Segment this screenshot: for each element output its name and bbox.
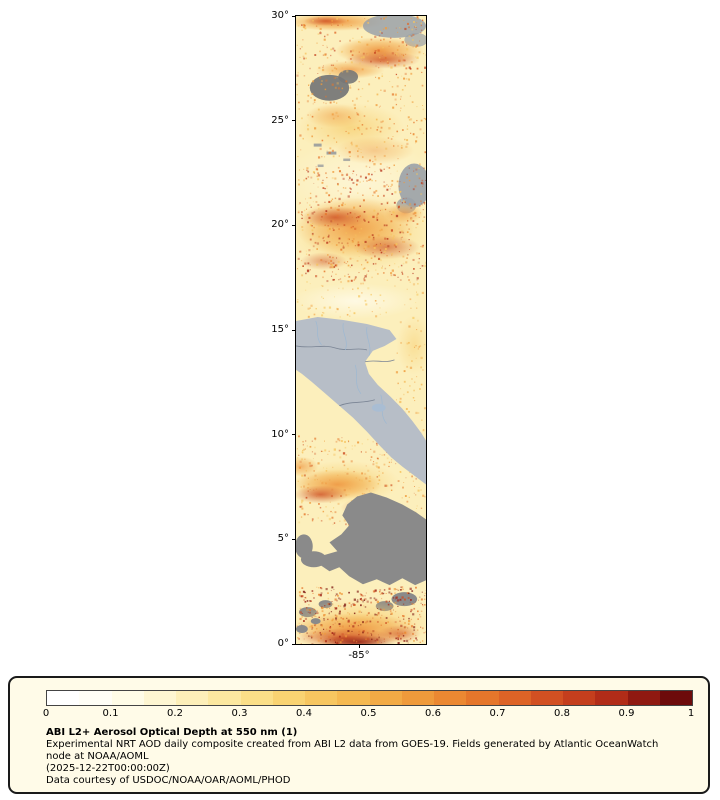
legend-box: 0 0.1 0.2 0.3 0.4 0.5 0.6 0.7 0.8 0.9 1 ABI L2+ Ae… [8, 676, 710, 794]
colorbar-segment [659, 691, 692, 705]
aod-map-image [296, 16, 426, 644]
colorbar-tick-label: 0.9 [618, 708, 635, 719]
y-axis-tick-label: 20° [271, 219, 289, 231]
colorbar-ticks: 0 0.1 0.2 0.3 0.4 0.5 0.6 0.7 0.8 0.9 1 [42, 708, 695, 720]
x-axis-tick-label: -85° [348, 650, 370, 661]
colorbar-segment [563, 691, 596, 705]
y-axis-tick-label: 0° [277, 638, 289, 649]
y-axis-tick-label: 25° [271, 114, 289, 126]
y-axis-tick-label: 30° [271, 10, 289, 21]
colorbar-segment [434, 691, 467, 705]
colorbar-segment [337, 691, 370, 705]
y-axis-tick-label: 15° [271, 324, 289, 335]
colorbar-segment [369, 691, 402, 705]
colorbar-segment [401, 691, 434, 705]
colorbar [46, 690, 693, 706]
colorbar-tick-label: 0.7 [489, 708, 506, 719]
colorbar-tick-label: 0.3 [231, 708, 248, 719]
colorbar-tick-label: 0 [42, 708, 50, 719]
colorbar-segment [595, 691, 628, 705]
colorbar-tick-label: 0.5 [360, 708, 377, 719]
colorbar-segment [272, 691, 305, 705]
y-axis-tick-label: 10° [271, 428, 289, 440]
colorbar-tick-label: 0.6 [425, 708, 441, 719]
colorbar-segment [530, 691, 563, 705]
colorbar-segment [47, 691, 80, 705]
legend-courtesy: Data courtesy of USDOC/NOAA/OAR/AOML/PHO… [46, 775, 291, 786]
colorbar-segment [466, 691, 499, 705]
legend-timestamp: (2025-12-22T00:00:00Z) [46, 763, 170, 774]
colorbar-segment [627, 691, 660, 705]
legend-title: ABI L2+ Aerosol Optical Depth at 550 nm … [46, 727, 298, 738]
map-plot: 30° 25° 20° 15° 10° 5° 0° -85° [271, 11, 427, 661]
colorbar-segment [208, 691, 241, 705]
colorbar-segment [79, 691, 112, 705]
colorbar-tick-label: 0.2 [167, 708, 183, 719]
y-axis-tick-label: 5° [277, 533, 289, 545]
x-axis-tick-mark [359, 644, 360, 648]
colorbar-segment [305, 691, 338, 705]
colorbar-tick-label: 0.1 [102, 708, 119, 719]
colorbar-segment [143, 691, 176, 705]
colorbar-tick-label: 1 [687, 708, 695, 719]
colorbar-segment [111, 691, 144, 705]
colorbar-tick-label: 0.8 [554, 708, 570, 719]
legend-description: Experimental NRT AOD daily composite cre… [46, 739, 659, 762]
colorbar-segment [240, 691, 273, 705]
colorbar-tick-label: 0.4 [296, 708, 312, 719]
colorbar-segment [498, 691, 531, 705]
colorbar-segment [176, 691, 209, 705]
